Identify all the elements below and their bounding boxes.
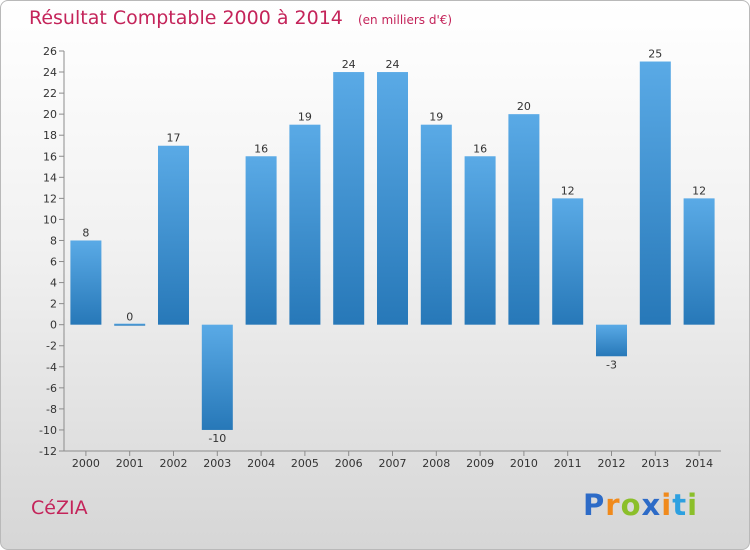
title-row: Résultat Comptable 2000 à 2014 (en milli… bbox=[29, 7, 452, 29]
y-tick-label: -6 bbox=[46, 382, 57, 395]
y-tick-label: 14 bbox=[43, 171, 57, 184]
chart-title: Résultat Comptable 2000 à 2014 bbox=[29, 7, 343, 29]
x-tick-label: 2005 bbox=[291, 457, 319, 470]
logo-letter: x bbox=[641, 488, 662, 522]
bar bbox=[245, 156, 277, 325]
x-tick-label: 2002 bbox=[160, 457, 188, 470]
y-tick-label: 6 bbox=[50, 256, 57, 269]
bar-value-label: -3 bbox=[606, 358, 617, 371]
logo-letter: r bbox=[605, 488, 621, 522]
bar bbox=[596, 324, 627, 357]
chart-unit: (en milliers d'€) bbox=[357, 13, 453, 27]
x-tick-label: 2014 bbox=[685, 457, 713, 470]
bar-value-label: 16 bbox=[254, 142, 268, 155]
bar bbox=[377, 72, 408, 325]
logo-letter: P bbox=[583, 488, 606, 522]
bar bbox=[420, 124, 452, 325]
bar bbox=[201, 324, 233, 430]
bar-value-label: 16 bbox=[473, 142, 487, 155]
x-tick-label: 2013 bbox=[641, 457, 669, 470]
y-tick-label: 26 bbox=[43, 45, 57, 58]
logo-letter: t bbox=[672, 488, 688, 522]
bar-value-label: 12 bbox=[561, 184, 575, 197]
bar bbox=[683, 198, 715, 325]
x-tick-label: 2004 bbox=[247, 457, 275, 470]
bar bbox=[464, 156, 496, 325]
x-tick-label: 2001 bbox=[116, 457, 144, 470]
y-tick-label: 22 bbox=[43, 87, 57, 100]
logo-letter: i bbox=[661, 488, 673, 522]
bar bbox=[508, 114, 540, 325]
y-tick-label: 2 bbox=[50, 298, 57, 311]
x-tick-label: 2006 bbox=[335, 457, 363, 470]
y-tick-label: 10 bbox=[43, 213, 57, 226]
bar-value-label: 19 bbox=[429, 111, 443, 124]
x-tick-label: 2008 bbox=[422, 457, 450, 470]
y-tick-label: -2 bbox=[46, 340, 57, 353]
x-tick-label: 2011 bbox=[554, 457, 582, 470]
bar-value-label: 12 bbox=[692, 184, 706, 197]
y-tick-label: -12 bbox=[39, 445, 57, 458]
bar-value-label: 24 bbox=[386, 58, 400, 71]
bar-value-label: 20 bbox=[517, 100, 531, 113]
bar-value-label: 0 bbox=[126, 311, 133, 324]
y-tick-label: -10 bbox=[39, 424, 57, 437]
x-tick-label: 2007 bbox=[379, 457, 407, 470]
y-tick-label: 20 bbox=[43, 108, 57, 121]
logo-letter: i bbox=[687, 488, 699, 522]
y-tick-label: -8 bbox=[46, 403, 57, 416]
plot-area: -12-10-8-6-4-202468101214161820222426200… bbox=[39, 45, 721, 470]
bar-value-label: 19 bbox=[298, 111, 312, 124]
bar bbox=[552, 198, 584, 325]
y-tick-label: 0 bbox=[50, 319, 57, 332]
bar-value-label: 17 bbox=[167, 132, 181, 145]
y-tick-label: -4 bbox=[46, 361, 57, 374]
y-tick-label: 18 bbox=[43, 129, 57, 142]
commune-name: CéZIA bbox=[31, 497, 88, 519]
bar bbox=[114, 323, 146, 326]
bar-value-label: -10 bbox=[208, 432, 226, 445]
x-tick-label: 2010 bbox=[510, 457, 538, 470]
y-tick-label: 16 bbox=[43, 150, 57, 163]
y-tick-label: 12 bbox=[43, 192, 57, 205]
x-tick-label: 2009 bbox=[466, 457, 494, 470]
y-tick-label: 8 bbox=[50, 234, 57, 247]
bar-value-label: 8 bbox=[82, 226, 89, 239]
bar-value-label: 24 bbox=[342, 58, 356, 71]
bar bbox=[289, 124, 321, 325]
x-tick-label: 2003 bbox=[203, 457, 231, 470]
x-tick-label: 2012 bbox=[598, 457, 626, 470]
y-tick-label: 4 bbox=[50, 277, 57, 290]
bar-value-label: 25 bbox=[648, 48, 662, 61]
bar bbox=[158, 145, 189, 325]
logo-letter: o bbox=[620, 488, 642, 522]
proxiti-logo[interactable]: Proxiti bbox=[583, 488, 698, 522]
bar bbox=[639, 61, 671, 325]
y-tick-label: 24 bbox=[43, 66, 57, 79]
x-tick-label: 2000 bbox=[72, 457, 100, 470]
bar bbox=[70, 240, 102, 325]
bar bbox=[333, 72, 365, 325]
